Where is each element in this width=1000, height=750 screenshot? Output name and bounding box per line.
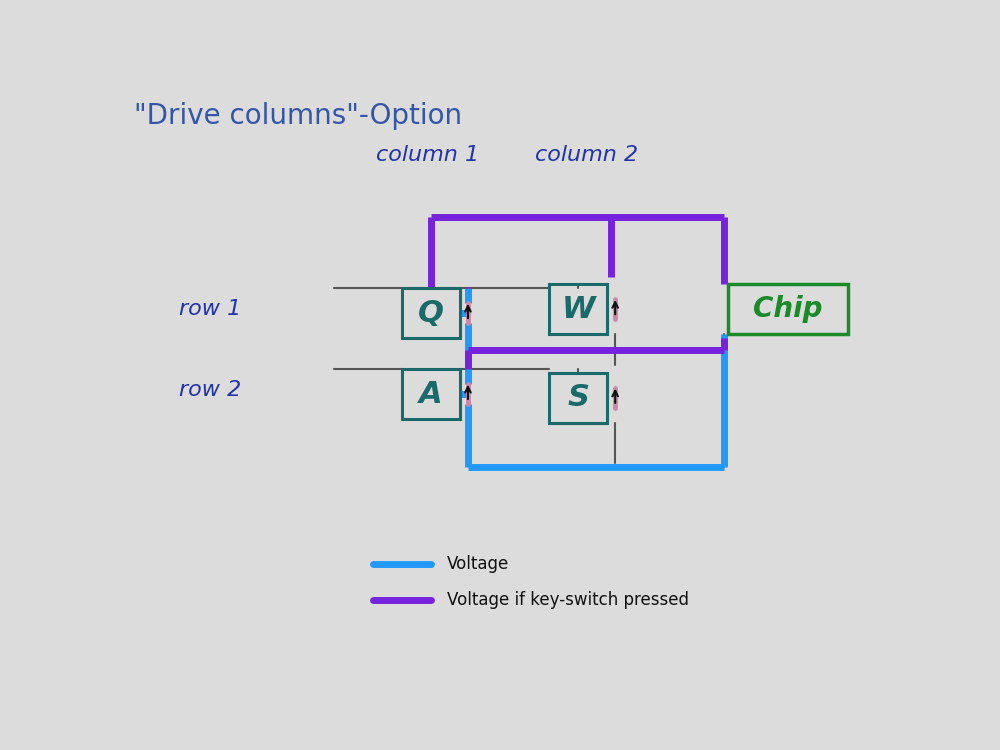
Text: A: A — [419, 380, 443, 409]
Bar — [402, 369, 460, 419]
Text: Voltage if key-switch pressed: Voltage if key-switch pressed — [447, 591, 689, 609]
Text: Chip: Chip — [753, 296, 822, 323]
Bar — [728, 284, 848, 334]
Text: S: S — [567, 383, 589, 412]
Text: Voltage: Voltage — [447, 554, 509, 572]
Bar — [402, 288, 460, 338]
Text: row 2: row 2 — [179, 380, 241, 400]
Text: column 1: column 1 — [376, 146, 479, 166]
Text: Q: Q — [418, 298, 444, 328]
Text: row 1: row 1 — [179, 299, 241, 320]
Text: W: W — [562, 295, 595, 324]
Text: "Drive columns"-Option: "Drive columns"-Option — [134, 101, 462, 130]
Bar — [549, 373, 607, 423]
Bar — [549, 284, 607, 334]
Text: column 2: column 2 — [535, 146, 638, 166]
